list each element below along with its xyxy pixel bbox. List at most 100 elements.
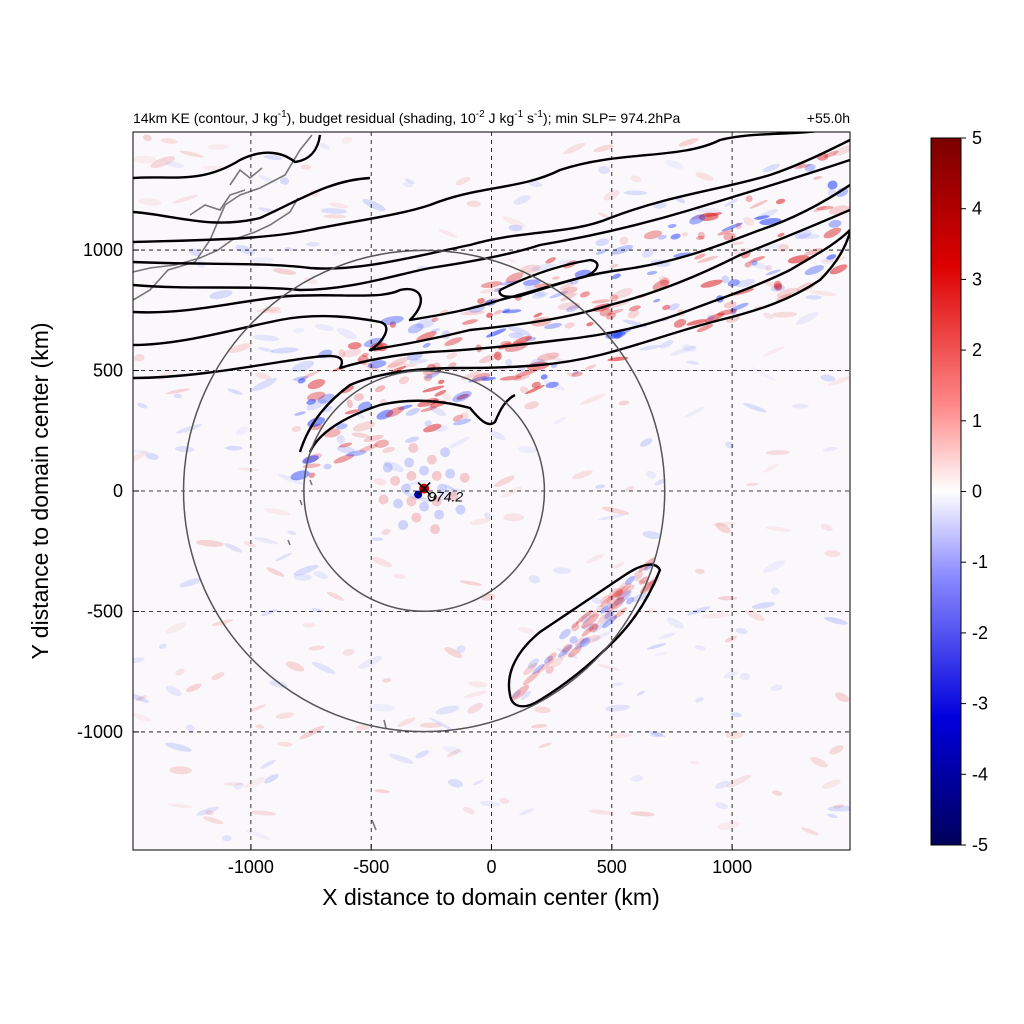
residual-cell (398, 519, 409, 530)
residual-cell (374, 385, 386, 393)
residual-cell (405, 479, 429, 486)
residual-cell (560, 286, 578, 296)
residual-cell (618, 400, 630, 406)
residual-cell (175, 424, 203, 434)
residual-cell (331, 250, 341, 257)
residual-cell (243, 541, 256, 548)
residual-cell (329, 202, 349, 209)
residual-cell (639, 579, 657, 594)
residual-cell (429, 717, 454, 731)
residual-cell (723, 301, 737, 309)
residual-cell (584, 364, 597, 371)
x-axis-title: X distance to domain center (km) (322, 884, 659, 910)
residual-cell (339, 442, 353, 448)
residual-cell (746, 610, 765, 622)
residual-cell (513, 374, 531, 381)
residual-cell (579, 393, 606, 406)
residual-cell (543, 380, 565, 391)
residual-cell (673, 319, 687, 328)
residual-cell (300, 164, 312, 170)
residual-cell (440, 447, 451, 458)
residual-cell (636, 690, 645, 696)
residual-cell (389, 753, 414, 764)
residual-cell (658, 275, 668, 284)
residual-cell (174, 445, 195, 453)
residual-cell (264, 507, 291, 516)
residual-cell (426, 454, 437, 465)
residual-cell (589, 610, 597, 618)
residual-cell (575, 609, 593, 625)
residual-cell (326, 591, 344, 601)
residual-cell (252, 377, 277, 391)
residual-cell (452, 414, 463, 422)
residual-cell (473, 779, 484, 786)
residual-cell (387, 357, 409, 368)
range-rings (182, 249, 666, 733)
residual-cell (607, 733, 632, 739)
residual-cell (459, 580, 483, 586)
residual-cell (770, 284, 786, 292)
residual-cell (512, 335, 532, 346)
residual-cell (323, 463, 332, 470)
residual-cell (627, 309, 640, 319)
residual-cell (824, 616, 848, 625)
residual-cell (253, 537, 279, 545)
residual-cell (287, 530, 297, 536)
residual-cell (293, 573, 312, 581)
residual-cell (511, 684, 530, 701)
residual-cell (745, 482, 759, 487)
residual-cell (686, 606, 711, 616)
residual-cell (827, 180, 838, 190)
residual-cell (610, 597, 625, 610)
residual-cell (804, 265, 825, 276)
residual-cell (650, 731, 663, 738)
residual-cell (389, 321, 396, 328)
residual-cell (684, 406, 706, 418)
residual-cell (494, 287, 502, 293)
residual-cell (777, 244, 789, 252)
residual-cell (165, 742, 192, 752)
residual-cell (133, 713, 152, 722)
residual-cell (606, 596, 625, 613)
residual-cell (455, 504, 466, 515)
residual-cell (175, 668, 185, 676)
y-axis: 1000 500 0 -500 -1000 (77, 240, 139, 742)
residual-cell (431, 496, 442, 507)
residual-cell (351, 432, 370, 438)
residual-cell (508, 224, 523, 232)
residual-cell (603, 190, 620, 201)
ke-contour (133, 176, 371, 224)
residual-cell (591, 596, 602, 605)
residual-cell (145, 452, 159, 461)
residual-cell (686, 360, 700, 365)
residual-cell (528, 180, 543, 188)
residual-cell (751, 602, 775, 609)
residual-cell (832, 804, 844, 809)
residual-cell (639, 344, 662, 351)
residual-cell (165, 388, 190, 395)
residual-cell (695, 697, 704, 703)
residual-cell (547, 652, 557, 662)
residual-cell (763, 312, 774, 320)
residual-cell (461, 319, 478, 325)
residual-cell (659, 340, 674, 349)
residual-cell (571, 621, 579, 629)
residual-cell (520, 386, 530, 394)
residual-cell (795, 311, 819, 326)
ke-contour (133, 184, 850, 322)
residual-cell (221, 835, 232, 842)
residual-cell (689, 760, 700, 765)
residual-cell (546, 354, 568, 363)
residual-cell (613, 590, 632, 606)
residual-cell (530, 723, 548, 729)
residual-cell (776, 287, 799, 298)
residual-cell (444, 337, 463, 346)
residual-cell (398, 404, 413, 410)
residual-cell (500, 280, 518, 286)
residual-cell (739, 672, 750, 681)
residual-cell (448, 436, 470, 449)
residual-cell (765, 265, 773, 271)
residual-cell (435, 425, 448, 432)
residual-cell (419, 501, 430, 512)
residual-cell (682, 344, 697, 352)
